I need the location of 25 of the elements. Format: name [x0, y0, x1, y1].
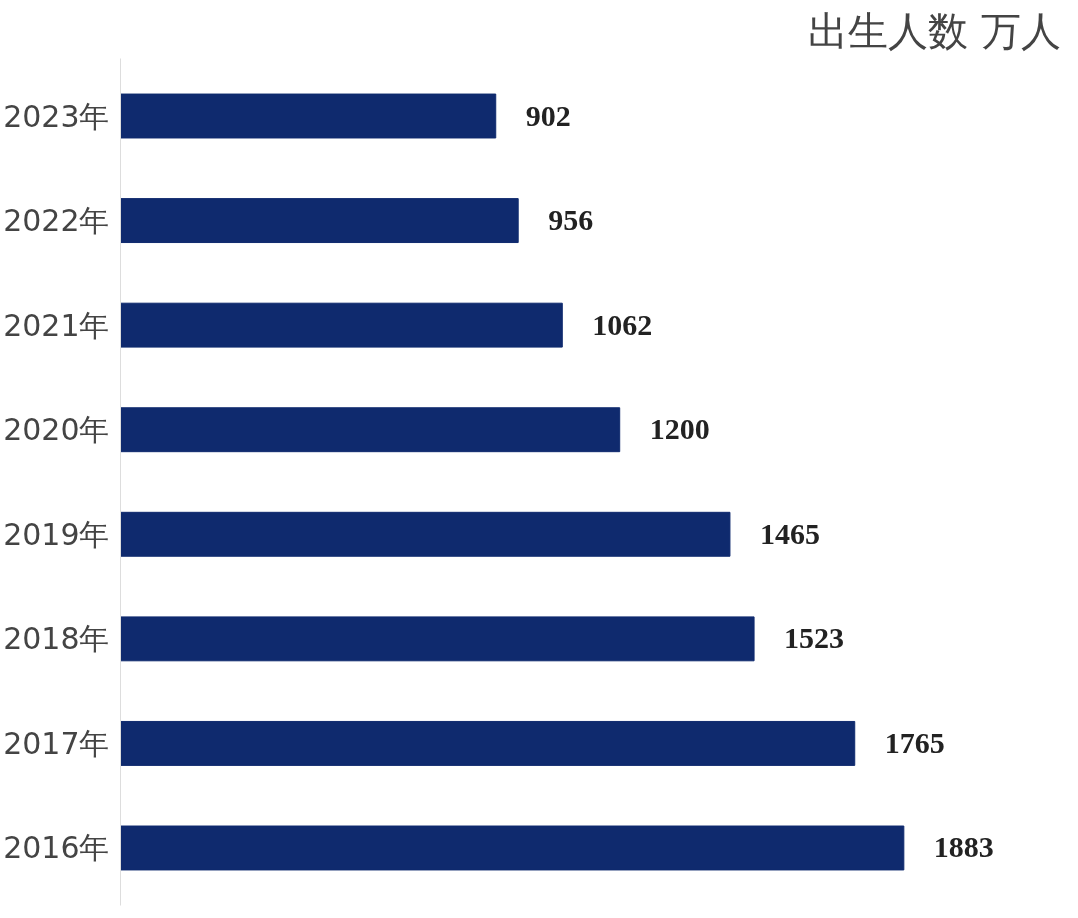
data-label: 1883 — [933, 830, 994, 864]
y-tick-label: 2019年 — [3, 516, 110, 552]
y-tick-label: 2020年 — [3, 412, 110, 448]
y-tick-label: 2016年 — [3, 830, 110, 866]
bar — [120, 302, 563, 348]
bar — [120, 825, 905, 871]
y-tick-label: 2023年 — [3, 98, 110, 134]
data-label: 1523 — [784, 621, 845, 655]
data-label: 1465 — [759, 516, 820, 550]
y-tick-label: 2022年 — [3, 203, 110, 239]
data-label: 956 — [548, 203, 594, 237]
y-tick-label: 2021年 — [3, 307, 110, 343]
chart-title: 出生人数 万人 — [807, 7, 1061, 54]
bar — [120, 93, 497, 139]
bar — [120, 198, 519, 244]
bar — [120, 407, 621, 453]
data-label: 902 — [525, 98, 571, 132]
bar — [120, 511, 731, 557]
data-label: 1062 — [592, 307, 653, 341]
data-label: 1765 — [884, 725, 945, 759]
bar — [120, 720, 856, 766]
y-tick-label: 2018年 — [3, 621, 110, 657]
y-tick-label: 2017年 — [3, 725, 110, 761]
data-label: 1200 — [649, 412, 710, 446]
bar — [120, 616, 755, 662]
